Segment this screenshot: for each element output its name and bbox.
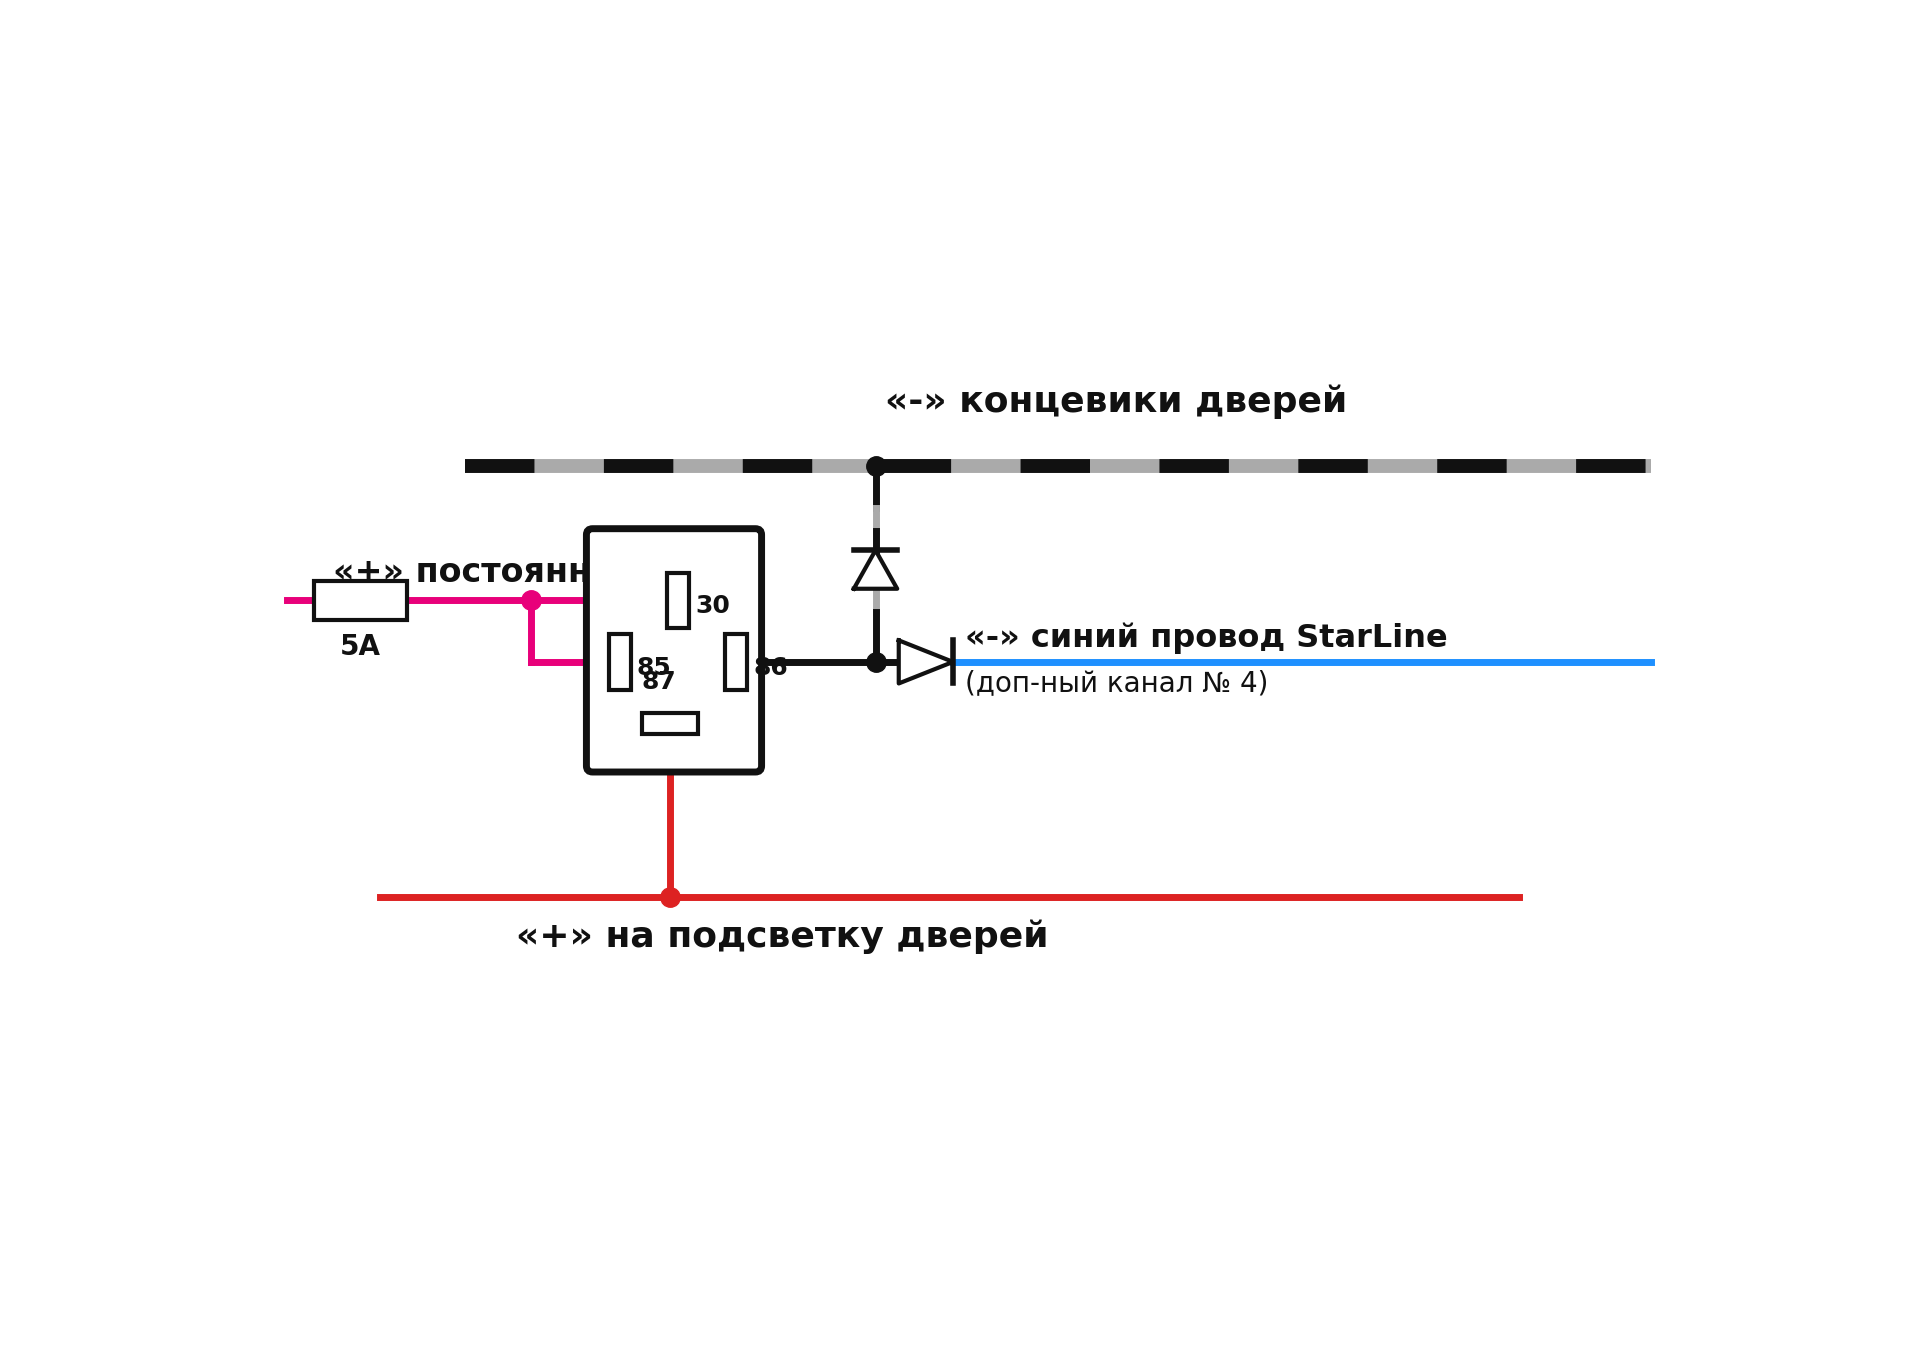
Bar [726, 635, 747, 690]
Text: (доп-ный канал № 4): (доп-ный канал № 4) [964, 670, 1267, 698]
Bar [641, 713, 699, 734]
Bar [666, 573, 689, 628]
Bar [609, 635, 630, 690]
Text: 87: 87 [641, 670, 676, 694]
Text: 85: 85 [637, 656, 672, 681]
Text: 86: 86 [753, 656, 787, 681]
Bar [313, 581, 407, 620]
Text: «-» синий провод StarLine: «-» синий провод StarLine [964, 623, 1448, 654]
Polygon shape [854, 550, 897, 589]
Text: 5А: 5А [340, 632, 380, 660]
Polygon shape [899, 640, 952, 683]
Text: 30: 30 [695, 594, 730, 619]
FancyBboxPatch shape [586, 529, 762, 772]
Text: «+» на подсветку дверей: «+» на подсветку дверей [516, 920, 1048, 955]
Text: «+» постоянный  АКБ: «+» постоянный АКБ [332, 555, 747, 589]
Text: «-» концевики дверей: «-» концевики дверей [885, 385, 1346, 420]
